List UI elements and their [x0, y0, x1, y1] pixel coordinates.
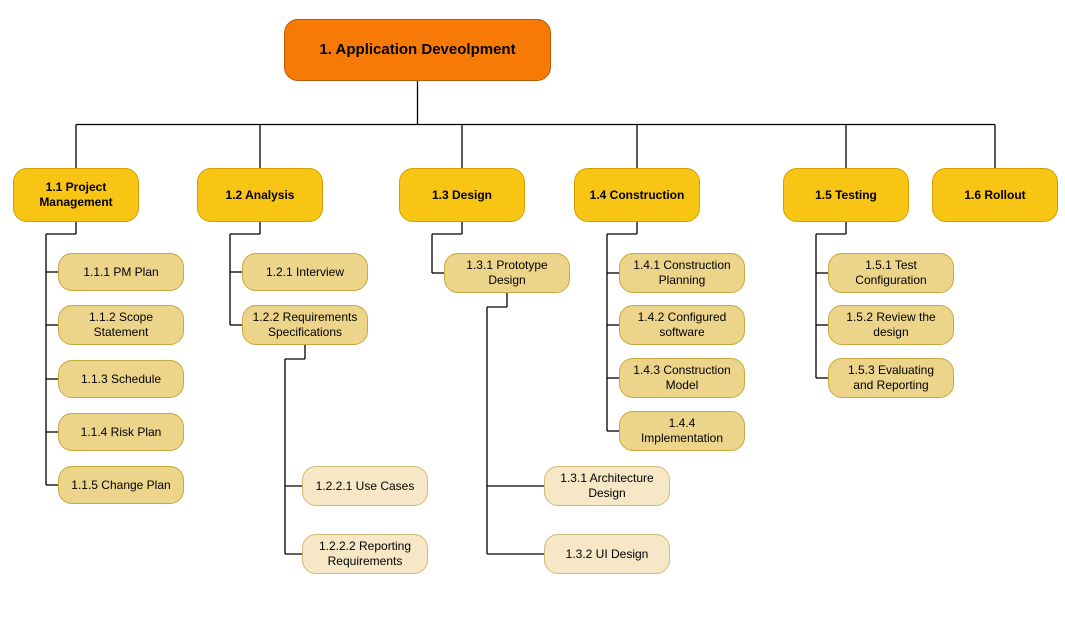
wbs-node-n122: 1.2.2 Requirements Specifications — [242, 305, 368, 345]
wbs-node-c16: 1.6 Rollout — [932, 168, 1058, 222]
wbs-node-n152: 1.5.2 Review the design — [828, 305, 954, 345]
wbs-node-n114: 1.1.4 Risk Plan — [58, 413, 184, 451]
wbs-node-n141: 1.4.1 Construction Planning — [619, 253, 745, 293]
wbs-node-c15: 1.5 Testing — [783, 168, 909, 222]
wbs-node-c14: 1.4 Construction — [574, 168, 700, 222]
wbs-node-root: 1. Application Deveolpment — [284, 19, 551, 81]
wbs-node-n121: 1.2.1 Interview — [242, 253, 368, 291]
wbs-node-n131b: 1.3.1 Architecture Design — [544, 466, 670, 506]
wbs-node-n112: 1.1.2 Scope Statement — [58, 305, 184, 345]
wbs-node-n144: 1.4.4 Implementation — [619, 411, 745, 451]
wbs-node-c13: 1.3 Design — [399, 168, 525, 222]
wbs-node-n111: 1.1.1 PM Plan — [58, 253, 184, 291]
wbs-node-n151: 1.5.1 Test Configuration — [828, 253, 954, 293]
wbs-node-n142: 1.4.2 Configured software — [619, 305, 745, 345]
wbs-node-c12: 1.2 Analysis — [197, 168, 323, 222]
wbs-node-n1222: 1.2.2.2 Reporting Requirements — [302, 534, 428, 574]
wbs-node-n115: 1.1.5 Change Plan — [58, 466, 184, 504]
wbs-node-n113: 1.1.3 Schedule — [58, 360, 184, 398]
wbs-node-n132: 1.3.2 UI Design — [544, 534, 670, 574]
wbs-node-n143: 1.4.3 Construction Model — [619, 358, 745, 398]
wbs-node-c11: 1.1 Project Management — [13, 168, 139, 222]
wbs-node-n131: 1.3.1 Prototype Design — [444, 253, 570, 293]
wbs-node-n153: 1.5.3 Evaluating and Reporting — [828, 358, 954, 398]
wbs-node-n1221: 1.2.2.1 Use Cases — [302, 466, 428, 506]
